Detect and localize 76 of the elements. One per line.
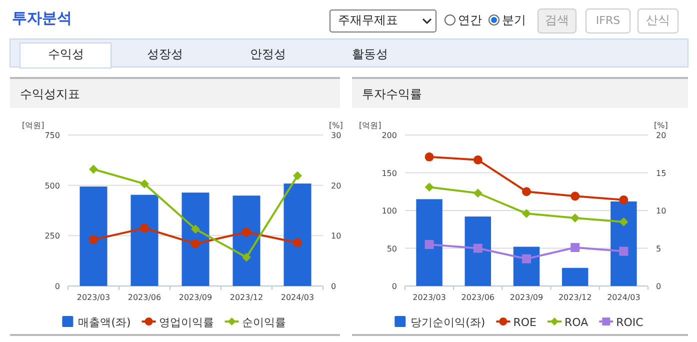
point — [424, 240, 434, 249]
bar — [284, 184, 312, 286]
point — [293, 171, 302, 180]
y2-tick-label: 0 — [331, 282, 336, 291]
y2-axis-title: [%] — [654, 121, 668, 130]
y-tick-label: 0 — [54, 282, 60, 291]
legend-label: 영업이익률 — [158, 316, 214, 329]
point — [522, 254, 531, 264]
y-axis-title: [억원] — [22, 121, 44, 130]
x-tick-label: 2024/03 — [607, 293, 640, 302]
y-axis-title: [억원] — [359, 121, 382, 130]
x-tick-label: 2024/03 — [280, 293, 314, 302]
point — [89, 164, 98, 174]
bar — [464, 216, 492, 286]
y-tick-label: 250 — [44, 232, 60, 241]
point — [140, 224, 149, 233]
y-tick-label: 50 — [386, 244, 397, 254]
x-tick-label: 2023/06 — [461, 293, 495, 302]
y2-tick-label: 20 — [656, 131, 666, 140]
y2-tick-label: 10 — [656, 206, 666, 216]
chart-title: 수익성지표 — [20, 87, 80, 101]
point — [293, 238, 302, 248]
point — [89, 235, 98, 244]
point — [570, 192, 580, 201]
y-tick-label: 750 — [44, 131, 60, 140]
bar — [182, 192, 210, 286]
bar — [610, 201, 637, 286]
y-tick-label: 200 — [382, 131, 397, 140]
y2-tick-label: 10 — [331, 232, 342, 241]
point — [473, 188, 482, 198]
point — [424, 182, 434, 192]
y2-axis-title: [%] — [329, 121, 343, 130]
point — [242, 252, 251, 262]
y2-tick-label: 30 — [331, 131, 342, 140]
point — [140, 179, 149, 188]
point — [570, 214, 580, 223]
point — [522, 187, 531, 196]
legend-label: ROE — [513, 316, 537, 329]
legend-label: ROA — [564, 316, 589, 329]
legend-label: 당기순이익(좌) — [410, 316, 486, 329]
y-tick-label: 500 — [44, 181, 60, 190]
point — [619, 195, 628, 204]
point — [191, 224, 200, 234]
point — [424, 152, 434, 162]
x-tick-label: 2023/09 — [178, 293, 212, 302]
legend-label: 매출액(좌) — [78, 316, 131, 329]
y2-tick-label: 0 — [656, 282, 662, 291]
point — [191, 239, 200, 248]
legend-label: ROIC — [616, 316, 644, 329]
point — [473, 244, 482, 253]
y-tick-label: 100 — [382, 206, 397, 216]
point — [473, 155, 482, 164]
y-tick-label: 150 — [382, 168, 397, 178]
point — [522, 209, 531, 218]
point — [242, 228, 251, 237]
legend-label: 순이익률 — [242, 316, 286, 329]
page-header: 투자분석 주재무제표 연간 분기 검색 IFRS 산식 수익성 성장성 안정성 활동성 — [10, 8, 688, 68]
point — [619, 217, 628, 226]
bar — [130, 194, 158, 286]
x-tick-label: 2023/12 — [558, 293, 592, 302]
bar — [416, 199, 442, 286]
x-tick-label: 2023/03 — [76, 293, 110, 302]
point — [570, 242, 580, 252]
bar — [232, 196, 260, 286]
point — [619, 246, 628, 256]
chart-title: 투자수익률 — [362, 87, 422, 101]
x-tick-label: 2023/06 — [128, 293, 162, 302]
y2-tick-label: 5 — [656, 244, 662, 254]
y2-tick-label: 20 — [331, 181, 342, 190]
x-tick-label: 2023/09 — [510, 293, 544, 302]
bar — [80, 186, 108, 286]
bar — [562, 268, 588, 286]
y2-tick-label: 15 — [656, 168, 666, 178]
y-tick-label: 0 — [392, 282, 397, 291]
x-tick-label: 2023/12 — [230, 293, 264, 302]
x-tick-label: 2023/03 — [412, 293, 446, 302]
